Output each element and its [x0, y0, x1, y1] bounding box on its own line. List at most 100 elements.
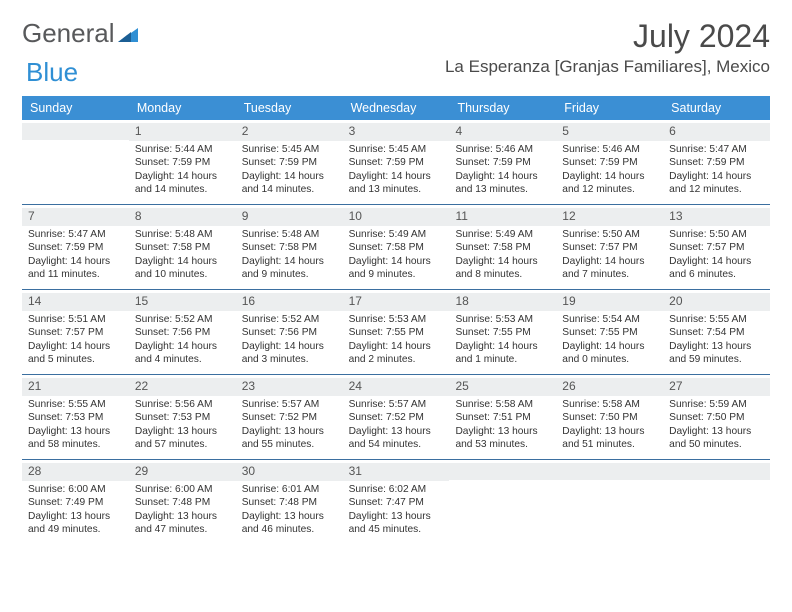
title-block: July 2024 La Esperanza [Granjas Familiar… [445, 18, 770, 77]
sun-info-line: Daylight: 14 hours and 12 minutes. [669, 170, 764, 197]
sun-info-line: Sunset: 7:50 PM [669, 411, 764, 424]
calendar-week: 7Sunrise: 5:47 AMSunset: 7:59 PMDaylight… [22, 205, 770, 290]
logo: General [22, 18, 138, 49]
sun-info-line: Sunset: 7:56 PM [135, 326, 230, 339]
sun-info-line: Daylight: 14 hours and 10 minutes. [135, 255, 230, 282]
sun-info-line: Sunset: 7:51 PM [455, 411, 550, 424]
day-number: 5 [556, 123, 663, 141]
dayhead-sat: Saturday [663, 96, 770, 120]
dayhead-sun: Sunday [22, 96, 129, 120]
day-number: 14 [22, 293, 129, 311]
day-number: 3 [343, 123, 450, 141]
sun-info-line: Sunrise: 5:54 AM [562, 313, 657, 326]
day-number: 25 [449, 378, 556, 396]
calendar-cell: 31Sunrise: 6:02 AMSunset: 7:47 PMDayligh… [343, 460, 450, 544]
sun-info-line: Sunset: 7:59 PM [455, 156, 550, 169]
sun-info-line: Sunset: 7:56 PM [242, 326, 337, 339]
sun-info-line: Sunrise: 5:47 AM [669, 143, 764, 156]
calendar-day-header: Sunday Monday Tuesday Wednesday Thursday… [22, 96, 770, 120]
sun-info-line: Sunset: 7:58 PM [135, 241, 230, 254]
calendar-cell: 4Sunrise: 5:46 AMSunset: 7:59 PMDaylight… [449, 120, 556, 204]
sun-info-line: Daylight: 14 hours and 14 minutes. [135, 170, 230, 197]
sun-info-line: Sunrise: 5:53 AM [455, 313, 550, 326]
dayhead-tue: Tuesday [236, 96, 343, 120]
sun-info-line: Sunrise: 5:48 AM [135, 228, 230, 241]
day-number: 10 [343, 208, 450, 226]
month-title: July 2024 [445, 18, 770, 55]
sun-info-line: Daylight: 14 hours and 4 minutes. [135, 340, 230, 367]
sun-info-line: Sunrise: 5:59 AM [669, 398, 764, 411]
day-number: 6 [663, 123, 770, 141]
calendar-cell: 17Sunrise: 5:53 AMSunset: 7:55 PMDayligh… [343, 290, 450, 374]
day-number: 22 [129, 378, 236, 396]
sun-info-line: Sunrise: 5:55 AM [28, 398, 123, 411]
sun-info-line: Sunset: 7:48 PM [242, 496, 337, 509]
logo-triangle-icon [118, 18, 138, 49]
calendar-cell: 18Sunrise: 5:53 AMSunset: 7:55 PMDayligh… [449, 290, 556, 374]
calendar-cell [449, 460, 556, 544]
sun-info-line: Sunrise: 5:45 AM [242, 143, 337, 156]
sun-info-line: Daylight: 13 hours and 47 minutes. [135, 510, 230, 537]
sun-info-line: Daylight: 14 hours and 13 minutes. [455, 170, 550, 197]
sun-info-line: Sunset: 7:48 PM [135, 496, 230, 509]
calendar-cell: 25 Sunrise: 5:58 AMSunset: 7:51 PMDayligh… [449, 375, 556, 459]
calendar-cell: 26Sunrise: 5:58 AMSunset: 7:50 PMDayligh… [556, 375, 663, 459]
sun-info-line: Daylight: 14 hours and 8 minutes. [455, 255, 550, 282]
sun-info-line: Sunrise: 5:57 AM [242, 398, 337, 411]
sun-info-line: Sunrise: 5:56 AM [135, 398, 230, 411]
sun-info-line: Sunrise: 5:55 AM [669, 313, 764, 326]
sun-info-line: Sunrise: 5:45 AM [349, 143, 444, 156]
sun-info-line: Sunrise: 5:58 AM [455, 398, 550, 411]
sun-info-line: Sunrise: 5:49 AM [349, 228, 444, 241]
day-number: 7 [22, 208, 129, 226]
calendar-cell: 29Sunrise: 6:00 AMSunset: 7:48 PMDayligh… [129, 460, 236, 544]
sun-info-line: Daylight: 14 hours and 9 minutes. [242, 255, 337, 282]
sun-info-line: Sunset: 7:53 PM [135, 411, 230, 424]
calendar-cell: 21Sunrise: 5:55 AMSunset: 7:53 PMDayligh… [22, 375, 129, 459]
sun-info-line: Daylight: 13 hours and 46 minutes. [242, 510, 337, 537]
sun-info-line: Daylight: 13 hours and 54 minutes. [349, 425, 444, 452]
day-number: 24 [343, 378, 450, 396]
day-number: 8 [129, 208, 236, 226]
day-number: 1 [129, 123, 236, 141]
day-number: 21 [22, 378, 129, 396]
dayhead-wed: Wednesday [343, 96, 450, 120]
dayhead-fri: Friday [556, 96, 663, 120]
calendar-week: 1Sunrise: 5:44 AMSunset: 7:59 PMDaylight… [22, 120, 770, 205]
sun-info-line: Daylight: 13 hours and 45 minutes. [349, 510, 444, 537]
sun-info-line: Sunrise: 6:00 AM [135, 483, 230, 496]
calendar-cell: 2Sunrise: 5:45 AMSunset: 7:59 PMDaylight… [236, 120, 343, 204]
sun-info-line: Daylight: 14 hours and 7 minutes. [562, 255, 657, 282]
sun-info-line: Sunrise: 6:02 AM [349, 483, 444, 496]
dayhead-mon: Monday [129, 96, 236, 120]
calendar-week: 14Sunrise: 5:51 AMSunset: 7:57 PMDayligh… [22, 290, 770, 375]
calendar-cell: 20Sunrise: 5:55 AMSunset: 7:54 PMDayligh… [663, 290, 770, 374]
sun-info-line: Daylight: 13 hours and 51 minutes. [562, 425, 657, 452]
sun-info-line: Sunset: 7:59 PM [349, 156, 444, 169]
calendar-cell: 13Sunrise: 5:50 AMSunset: 7:57 PMDayligh… [663, 205, 770, 289]
day-number: 23 [236, 378, 343, 396]
calendar-cell: 24Sunrise: 5:57 AMSunset: 7:52 PMDayligh… [343, 375, 450, 459]
sun-info-line: Sunset: 7:49 PM [28, 496, 123, 509]
sun-info-line: Daylight: 14 hours and 2 minutes. [349, 340, 444, 367]
calendar-cell: 16Sunrise: 5:52 AMSunset: 7:56 PMDayligh… [236, 290, 343, 374]
day-number: 2 [236, 123, 343, 141]
sun-info-line: Daylight: 13 hours and 53 minutes. [455, 425, 550, 452]
sun-info-line: Daylight: 14 hours and 14 minutes. [242, 170, 337, 197]
calendar-cell: 11Sunrise: 5:49 AMSunset: 7:58 PMDayligh… [449, 205, 556, 289]
sun-info-line: Daylight: 14 hours and 9 minutes. [349, 255, 444, 282]
dayhead-thu: Thursday [449, 96, 556, 120]
calendar-cell: 27Sunrise: 5:59 AMSunset: 7:50 PMDayligh… [663, 375, 770, 459]
sun-info-line: Sunset: 7:55 PM [455, 326, 550, 339]
sun-info-line: Sunset: 7:54 PM [669, 326, 764, 339]
day-number: 18 [449, 293, 556, 311]
sun-info-line: Sunrise: 5:53 AM [349, 313, 444, 326]
sun-info-line: Sunset: 7:58 PM [242, 241, 337, 254]
sun-info-line: Daylight: 14 hours and 13 minutes. [349, 170, 444, 197]
calendar-cell: 6Sunrise: 5:47 AMSunset: 7:59 PMDaylight… [663, 120, 770, 204]
day-number: 17 [343, 293, 450, 311]
sun-info-line: Sunset: 7:47 PM [349, 496, 444, 509]
sun-info-line: Sunrise: 5:51 AM [28, 313, 123, 326]
sun-info-line: Sunset: 7:58 PM [455, 241, 550, 254]
sun-info-line: Daylight: 14 hours and 5 minutes. [28, 340, 123, 367]
